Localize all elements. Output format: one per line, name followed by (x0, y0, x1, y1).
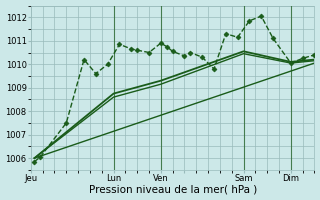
X-axis label: Pression niveau de la mer( hPa ): Pression niveau de la mer( hPa ) (89, 184, 257, 194)
